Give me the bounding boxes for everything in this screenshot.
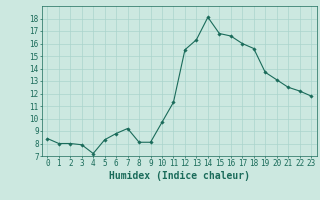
X-axis label: Humidex (Indice chaleur): Humidex (Indice chaleur) xyxy=(109,171,250,181)
